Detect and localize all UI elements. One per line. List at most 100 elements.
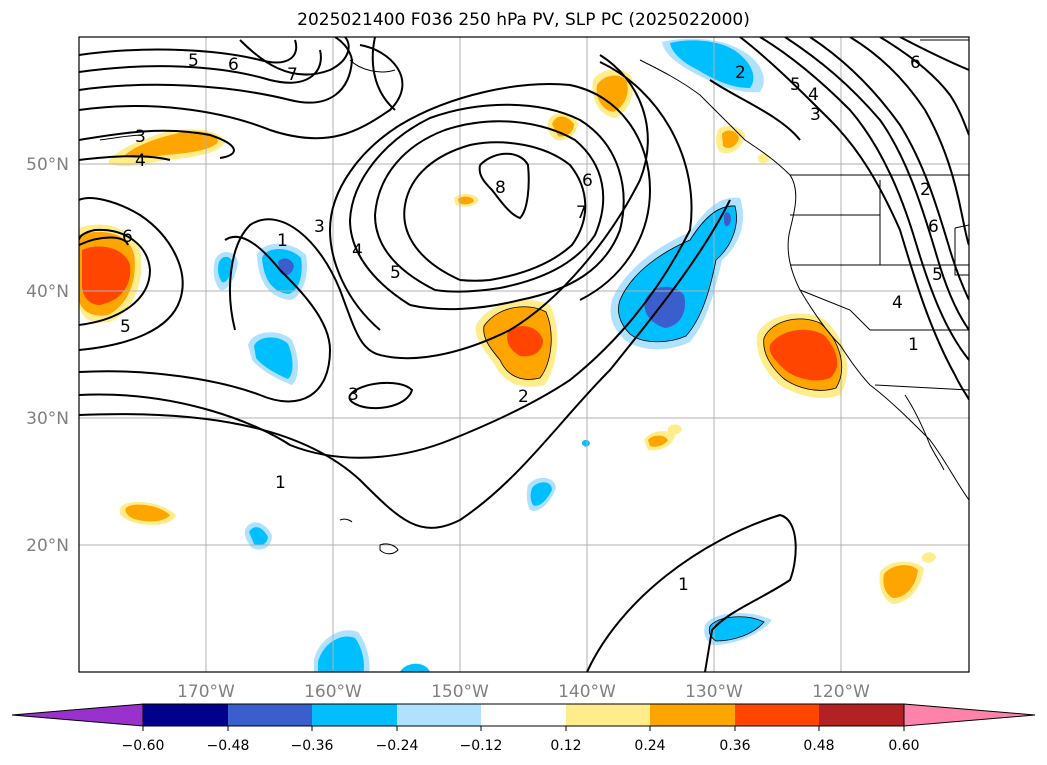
colorbar-extend-max bbox=[903, 703, 1036, 727]
lat-tick-label: 40°N bbox=[26, 282, 69, 302]
pv-negative-area bbox=[400, 663, 430, 672]
pv-negative-area bbox=[218, 256, 233, 283]
contour-line bbox=[229, 54, 649, 360]
pv-outline bbox=[708, 616, 765, 642]
colorbar-tick-label: −0.24 bbox=[376, 738, 419, 754]
lon-tick-label: 140°W bbox=[558, 682, 616, 702]
pv-negative-area bbox=[724, 212, 731, 227]
pv-negative-area bbox=[644, 286, 686, 328]
contour-line bbox=[79, 197, 184, 351]
contour-line bbox=[79, 235, 332, 403]
colorbar-tick-label: 0.48 bbox=[803, 738, 834, 754]
colorbar-segment bbox=[481, 704, 566, 726]
contour-line bbox=[79, 39, 298, 64]
lat-tick-label: 20°N bbox=[26, 536, 69, 556]
contour-line bbox=[478, 152, 530, 220]
pv-positive-area bbox=[769, 329, 838, 381]
contour-line bbox=[348, 381, 414, 410]
pv-positive-area bbox=[883, 565, 918, 598]
latitude-ticks: 50°N 40°N 30°N 20°N bbox=[26, 155, 69, 556]
contour-line bbox=[403, 141, 587, 282]
contour-label: 1 bbox=[678, 575, 689, 595]
lon-tick-label: 120°W bbox=[812, 682, 870, 702]
contour-label: 6 bbox=[228, 55, 239, 75]
contour-labels: 5 6 7 3 4 6 5 1 3 4 5 8 6 7 2 3 2 1 1 6 … bbox=[120, 51, 943, 595]
state-border bbox=[799, 289, 969, 331]
pv-positive-area bbox=[125, 131, 218, 159]
contour-label: 3 bbox=[314, 217, 325, 237]
contour-label: 6 bbox=[910, 53, 921, 73]
graticule bbox=[79, 37, 969, 672]
contour-label: 4 bbox=[808, 85, 819, 105]
pv-positive-area bbox=[722, 130, 739, 148]
lon-tick-label: 170°W bbox=[177, 682, 235, 702]
colorbar-tick-label: −0.12 bbox=[460, 738, 503, 754]
contour-label: 7 bbox=[576, 203, 587, 223]
pv-positive-area bbox=[507, 326, 543, 357]
coastline bbox=[639, 59, 969, 501]
contour-line bbox=[371, 37, 396, 111]
contour-line bbox=[849, 37, 969, 246]
lon-tick-label: 150°W bbox=[431, 682, 489, 702]
coastlines bbox=[99, 39, 969, 555]
contour-label: 5 bbox=[188, 51, 199, 71]
contour-line bbox=[709, 79, 801, 141]
contour-line bbox=[739, 37, 969, 401]
contour-line bbox=[759, 37, 969, 361]
contour-label: 3 bbox=[810, 105, 821, 125]
contour-line bbox=[239, 37, 350, 76]
lon-tick-label: 160°W bbox=[304, 682, 362, 702]
contour-line bbox=[373, 120, 605, 293]
pv-negative-area bbox=[249, 527, 268, 546]
contour-label: 5 bbox=[120, 317, 131, 337]
contour-label: 3 bbox=[135, 127, 146, 147]
colorbar-segment bbox=[228, 704, 312, 726]
contour-label: 4 bbox=[892, 293, 903, 313]
contour-label: 2 bbox=[920, 180, 931, 200]
pv-negative-area bbox=[709, 616, 764, 641]
contour-label: 2 bbox=[518, 387, 529, 407]
colorbar-segment bbox=[735, 704, 819, 726]
contour-line bbox=[79, 228, 152, 326]
aleutian-coast bbox=[99, 134, 141, 141]
contour-label: 6 bbox=[582, 171, 593, 191]
baja-coast bbox=[904, 394, 945, 471]
colorbar-tick-label: 0.12 bbox=[550, 738, 581, 754]
lat-tick-label: 30°N bbox=[26, 409, 69, 429]
colorbar-tick-label: −0.48 bbox=[207, 738, 250, 754]
contour-line bbox=[79, 44, 404, 140]
pv-positive-area bbox=[458, 196, 474, 205]
contour-label: 7 bbox=[287, 65, 298, 85]
slp-contours bbox=[79, 37, 969, 672]
contour-label: 5 bbox=[390, 263, 401, 283]
border-us-mexico bbox=[874, 384, 969, 391]
hawaii-coast bbox=[339, 518, 399, 555]
contour-line bbox=[879, 37, 969, 136]
colorbar-segment bbox=[143, 704, 228, 726]
contour-label: 6 bbox=[122, 227, 133, 247]
colorbar-tick-label: −0.60 bbox=[122, 738, 165, 754]
pv-positive-area bbox=[125, 504, 170, 522]
contour-label: 1 bbox=[277, 231, 288, 251]
pv-outline bbox=[763, 318, 843, 391]
pv-negative-area bbox=[582, 439, 590, 447]
colorbar-tick-label: 0.24 bbox=[634, 738, 665, 754]
contour-line bbox=[348, 103, 625, 311]
contour-label: 1 bbox=[908, 335, 919, 355]
pv-negative-area bbox=[254, 337, 293, 379]
colorbar-tick-label: 0.60 bbox=[888, 738, 919, 754]
pv-positive-area bbox=[82, 246, 131, 305]
colorbar-segment bbox=[650, 704, 735, 726]
contour-label: 4 bbox=[135, 151, 146, 171]
pv-positive-area bbox=[648, 435, 668, 447]
contour-line bbox=[79, 49, 322, 84]
state-border bbox=[954, 224, 969, 276]
contour-line bbox=[899, 37, 969, 71]
contour-label: 5 bbox=[790, 75, 801, 95]
map-frame bbox=[78, 36, 970, 673]
lon-tick-label: 130°W bbox=[685, 682, 743, 702]
aleutian-coast bbox=[349, 59, 396, 73]
contour-label: 3 bbox=[348, 385, 359, 405]
pv-contour-outlines bbox=[483, 205, 843, 642]
contour-label: 2 bbox=[735, 63, 746, 83]
